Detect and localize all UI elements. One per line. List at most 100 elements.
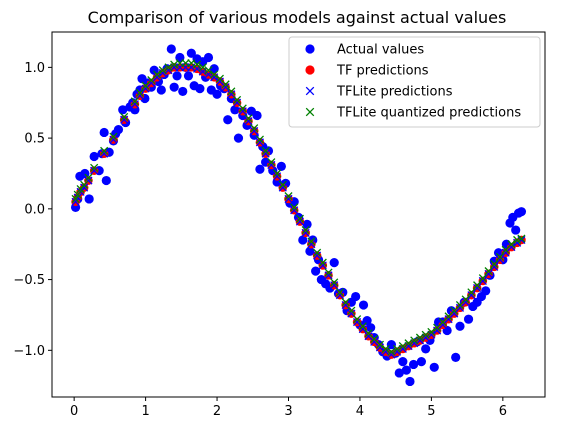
tflite-quantized-point (347, 306, 356, 315)
tflite-quantized-point (427, 327, 436, 336)
tflite-quantized-point (164, 63, 173, 72)
tflite-point (221, 83, 230, 92)
actual-point (401, 365, 411, 375)
tflite-quantized-point (109, 132, 118, 141)
tflite-quantized-point (478, 274, 487, 283)
tflite-quantized-point (255, 135, 264, 144)
tflite-point (100, 149, 109, 158)
tflite-point (478, 276, 487, 286)
plot-frame (51, 31, 546, 398)
tflite-quantized-point (198, 63, 207, 72)
actual-point (118, 105, 128, 115)
tflite-point (330, 281, 339, 290)
tflite-quantized-point (284, 192, 293, 201)
actual-point (386, 340, 396, 350)
tflite-point (307, 240, 316, 249)
tflite-quantized-point (507, 240, 516, 249)
tflite-quantized-point (261, 146, 270, 155)
tflite-quantized-point (393, 344, 402, 353)
tflite-quantized-point (227, 87, 236, 96)
tflite-quantized-point (301, 226, 310, 235)
actual-point (223, 115, 233, 125)
tflite-quantized-point (398, 342, 407, 351)
tflite-quantized-point (273, 169, 282, 178)
tflite-point (461, 298, 470, 307)
x-tick-label: 6 (499, 404, 507, 419)
tflite-point (278, 183, 287, 192)
x-tick-label: 3 (284, 404, 292, 419)
actual-point (298, 235, 308, 245)
legend-marker (305, 65, 315, 75)
tflite-quantized-point (484, 267, 493, 276)
tflite-quantized-point (358, 322, 367, 331)
x-tick-label: 0 (70, 404, 78, 419)
tflite-point (335, 291, 345, 300)
actual-point (398, 357, 408, 367)
y-tick-label: 1.0 (24, 61, 45, 76)
actual-point (358, 300, 369, 310)
tflite-quantized-point (381, 344, 390, 353)
tflite-point (71, 197, 80, 206)
tflite-point (484, 269, 493, 278)
legend: Actual values TF predictions TFLite predic… (288, 36, 541, 128)
actual-point (212, 89, 222, 99)
actual-point (99, 127, 109, 138)
tflite-quantized-point (410, 336, 419, 345)
tflite-quantized-point (135, 88, 144, 97)
actual-point (366, 323, 376, 333)
tflite-point (109, 135, 118, 144)
y-tick-label: 0.5 (24, 132, 45, 147)
tflite-quantized-point (278, 180, 287, 189)
actual-point (113, 125, 124, 135)
tflite-quantized-point (495, 252, 505, 262)
tflite-quantized-point (341, 298, 350, 307)
actual-point (166, 44, 176, 54)
actual-point (89, 151, 99, 162)
legend-label: TFLite quantized predictions (336, 106, 521, 121)
tflite-quantized-point (120, 112, 129, 121)
tflite-quantized-point (313, 248, 322, 257)
actual-point (252, 110, 262, 121)
actual-point (203, 52, 214, 63)
tflite-quantized-point (192, 60, 202, 69)
tflite-quantized-point (324, 268, 333, 277)
actual-point (149, 65, 159, 75)
actual-point (408, 359, 419, 370)
actual-point (276, 161, 286, 171)
legend-entry: TFLite predictions (305, 85, 453, 100)
tflite-quantized-point (415, 333, 425, 342)
legend-label: TFLite predictions (336, 85, 453, 100)
tflite-point (90, 166, 99, 175)
actual-point (178, 86, 188, 97)
tflite-quantized-point (71, 194, 80, 203)
tflite-quantized-point (353, 315, 362, 324)
tflite-quantized-point (318, 258, 327, 267)
actual-point (493, 248, 504, 258)
actual-point (421, 344, 431, 354)
tflite-point (467, 291, 476, 300)
tflite-quantized-point (250, 124, 259, 133)
actual-point (311, 266, 321, 276)
tflite-quantized-point (375, 340, 385, 349)
y-tick-label: −1.0 (13, 344, 45, 359)
actual-point (429, 362, 439, 372)
tflite-quantized-point (90, 163, 99, 172)
legend-label: TF predictions (336, 64, 429, 79)
actual-point (233, 133, 244, 143)
tflite-quantized-point (130, 97, 139, 106)
tflite-quantized-point (80, 180, 89, 189)
tflite-point (353, 317, 362, 327)
tflite-quantized-point (473, 281, 482, 290)
tflite-quantized-point (330, 278, 339, 287)
tflite-quantized-point (290, 203, 299, 212)
tflite-quantized-point (267, 158, 276, 167)
tflite-quantized-point (152, 70, 162, 79)
tflite-quantized-point (490, 259, 499, 269)
tflite-point (295, 217, 304, 226)
tflite-quantized-point (335, 288, 345, 297)
tflite-point (244, 117, 253, 126)
tflite-quantized-point (307, 237, 316, 246)
actual-point (463, 314, 474, 324)
tflite-quantized-point (517, 234, 526, 243)
